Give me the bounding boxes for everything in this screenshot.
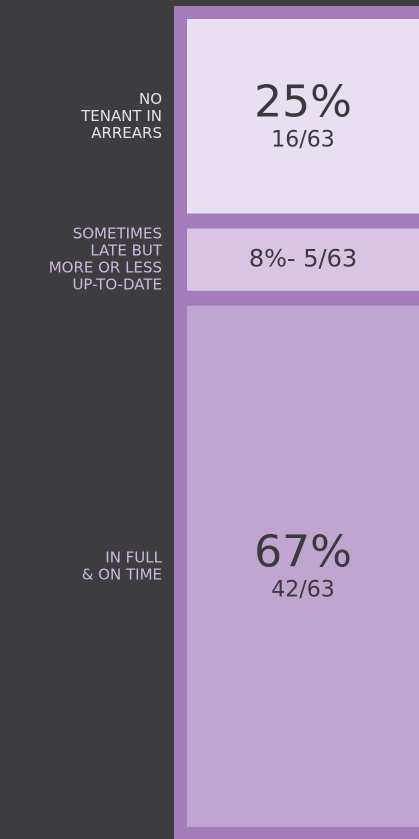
- category-label: SOMETIMES: [73, 225, 162, 243]
- bar-segment: [187, 305, 419, 827]
- category-label: TENANT IN: [80, 107, 162, 125]
- value-label: 67%: [254, 526, 352, 577]
- bar-segment: [187, 19, 419, 214]
- category-label: MORE OR LESS: [49, 259, 162, 277]
- category-label: & ON TIME: [82, 565, 162, 583]
- count-label: 42/63: [271, 577, 334, 602]
- value-label: 8%- 5/63: [249, 245, 357, 273]
- count-label: 16/63: [271, 127, 334, 152]
- value-label: 25%: [254, 76, 352, 127]
- bar-segment: [187, 228, 419, 291]
- category-label: ARREARS: [91, 124, 162, 142]
- category-label: LATE BUT: [90, 242, 162, 260]
- category-label: NO: [139, 90, 162, 108]
- category-label: IN FULL: [105, 548, 162, 566]
- category-label: UP-TO-DATE: [72, 276, 162, 294]
